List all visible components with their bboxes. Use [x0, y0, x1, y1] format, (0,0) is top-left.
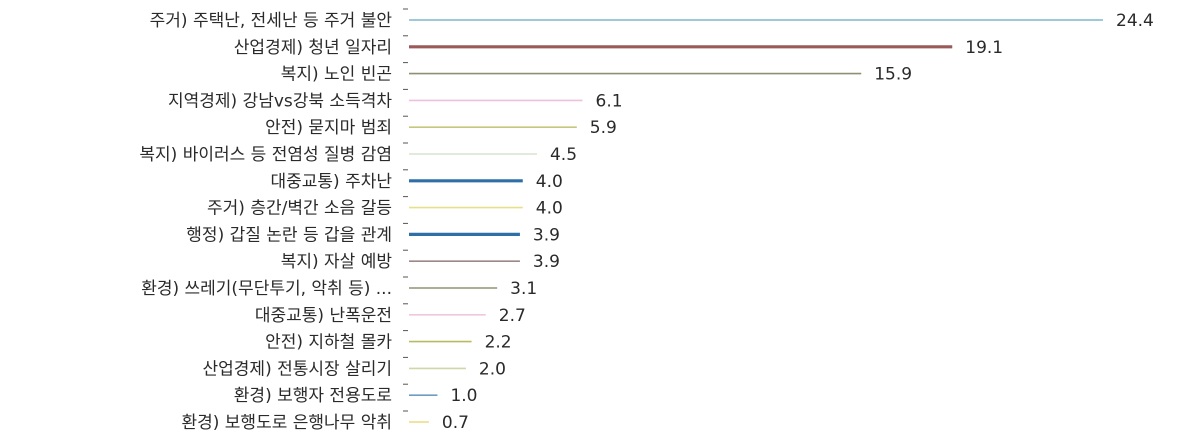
- category-label: 복지) 자살 예방: [281, 252, 393, 272]
- value-label: 1.0: [450, 386, 477, 406]
- category-label: 주거) 주택난, 전세난 등 주거 불안: [150, 11, 393, 31]
- value-label: 0.7: [442, 413, 469, 433]
- value-label: 4.5: [550, 145, 577, 165]
- value-label: 19.1: [965, 38, 1003, 58]
- category-label: 안전) 지하철 몰카: [265, 333, 392, 353]
- category-label: 환경) 보행도로 은행나무 악취: [181, 413, 392, 433]
- category-label: 대중교통) 주차난: [270, 172, 392, 192]
- value-label: 24.4: [1116, 11, 1154, 31]
- category-label: 산업경제) 청년 일자리: [234, 38, 392, 58]
- value-label: 3.1: [510, 279, 537, 299]
- value-label: 5.9: [590, 118, 617, 138]
- value-label: 4.0: [536, 199, 563, 219]
- category-label: 주거) 층간/벽간 소음 갈등: [207, 199, 392, 219]
- category-label: 산업경제) 전통시장 살리기: [203, 359, 392, 379]
- category-label: 행정) 갑질 논란 등 갑을 관계: [186, 225, 392, 245]
- category-label: 복지) 노인 빈곤: [281, 65, 392, 85]
- category-label: 환경) 쓰레기(무단투기, 악취 등) ...: [141, 279, 392, 299]
- value-label: 15.9: [874, 65, 912, 85]
- category-label: 지역경제) 강남vs강북 소득격차: [168, 91, 392, 111]
- category-label: 복지) 바이러스 등 전염성 질병 감염: [139, 145, 392, 165]
- value-label: 3.9: [533, 225, 560, 245]
- value-label: 6.1: [596, 91, 623, 111]
- value-label: 2.0: [479, 359, 506, 379]
- value-label: 2.7: [499, 306, 526, 326]
- value-label: 2.2: [485, 333, 512, 353]
- category-label: 환경) 보행자 전용도로: [234, 386, 392, 406]
- category-label: 대중교통) 난폭운전: [255, 306, 392, 326]
- category-label: 안전) 묻지마 범죄: [265, 118, 392, 138]
- value-label: 3.9: [533, 252, 560, 272]
- value-label: 4.0: [536, 172, 563, 192]
